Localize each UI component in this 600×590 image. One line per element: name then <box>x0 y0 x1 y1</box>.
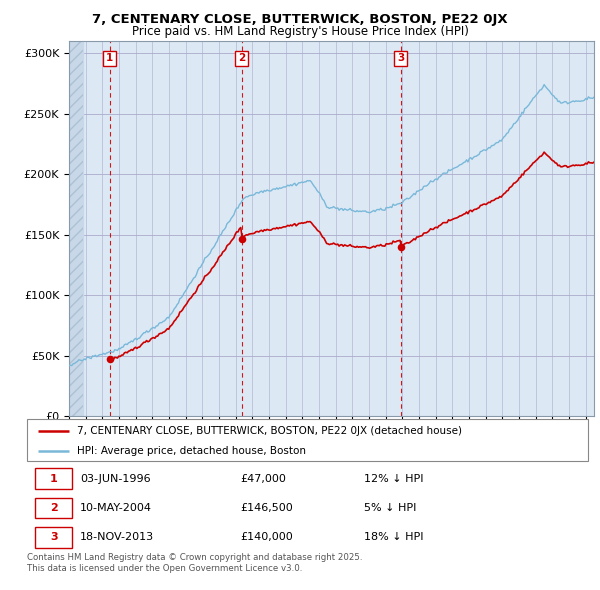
Text: Contains HM Land Registry data © Crown copyright and database right 2025.
This d: Contains HM Land Registry data © Crown c… <box>27 553 362 573</box>
Text: HPI: Average price, detached house, Boston: HPI: Average price, detached house, Bost… <box>77 446 307 455</box>
Text: 3: 3 <box>50 532 58 542</box>
Text: 7, CENTENARY CLOSE, BUTTERWICK, BOSTON, PE22 0JX (detached house): 7, CENTENARY CLOSE, BUTTERWICK, BOSTON, … <box>77 426 463 436</box>
Text: £146,500: £146,500 <box>240 503 293 513</box>
FancyBboxPatch shape <box>35 468 72 489</box>
Point <box>396 242 406 251</box>
FancyBboxPatch shape <box>27 419 588 461</box>
Point <box>105 355 115 364</box>
Bar <box>69 41 83 416</box>
Text: £47,000: £47,000 <box>240 474 286 484</box>
Bar <box>69 41 83 416</box>
Text: 1: 1 <box>106 53 113 63</box>
Text: 12% ↓ HPI: 12% ↓ HPI <box>364 474 423 484</box>
Point <box>237 234 247 244</box>
Text: 3: 3 <box>397 53 404 63</box>
FancyBboxPatch shape <box>35 497 72 519</box>
FancyBboxPatch shape <box>35 527 72 548</box>
Text: 1: 1 <box>50 474 58 484</box>
Text: 2: 2 <box>50 503 58 513</box>
Text: Price paid vs. HM Land Registry's House Price Index (HPI): Price paid vs. HM Land Registry's House … <box>131 25 469 38</box>
Text: 18% ↓ HPI: 18% ↓ HPI <box>364 532 423 542</box>
Text: 7, CENTENARY CLOSE, BUTTERWICK, BOSTON, PE22 0JX: 7, CENTENARY CLOSE, BUTTERWICK, BOSTON, … <box>92 13 508 26</box>
Text: 10-MAY-2004: 10-MAY-2004 <box>80 503 152 513</box>
Text: 03-JUN-1996: 03-JUN-1996 <box>80 474 151 484</box>
Text: 5% ↓ HPI: 5% ↓ HPI <box>364 503 416 513</box>
Text: 2: 2 <box>238 53 245 63</box>
Text: 18-NOV-2013: 18-NOV-2013 <box>80 532 154 542</box>
Text: £140,000: £140,000 <box>240 532 293 542</box>
